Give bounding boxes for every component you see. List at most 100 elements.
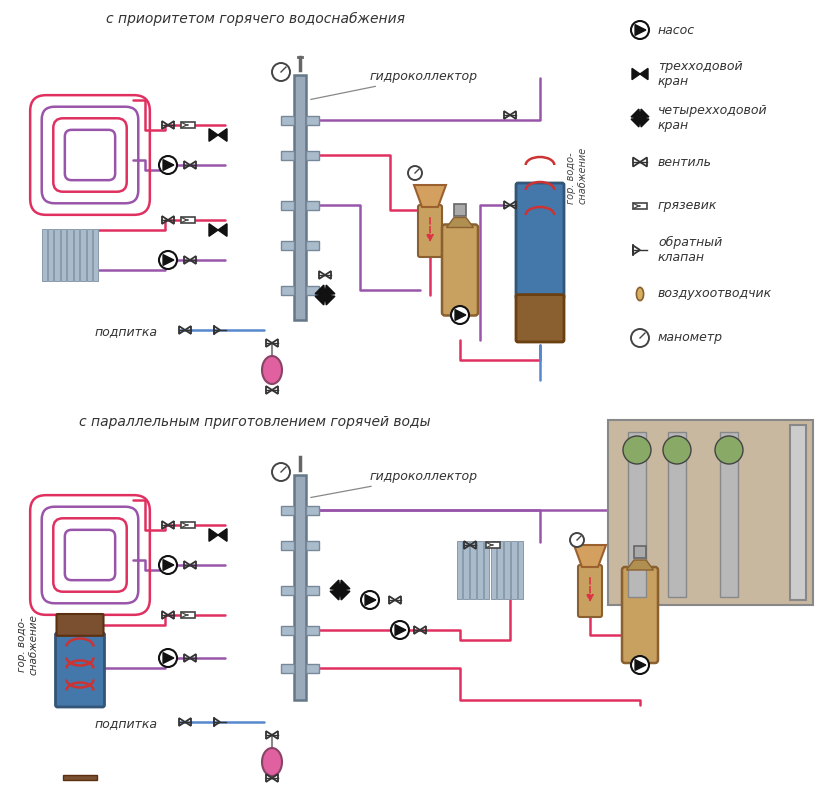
- Polygon shape: [626, 560, 653, 570]
- FancyBboxPatch shape: [56, 633, 104, 707]
- Bar: [281, 586, 294, 594]
- Ellipse shape: [636, 287, 644, 301]
- Polygon shape: [635, 25, 646, 35]
- Text: подпитка: подпитка: [95, 718, 158, 730]
- Bar: [281, 541, 294, 550]
- Text: четырехходовой
кран: четырехходовой кран: [658, 104, 768, 132]
- Polygon shape: [163, 160, 173, 170]
- Circle shape: [361, 591, 379, 609]
- Circle shape: [715, 436, 743, 464]
- Polygon shape: [163, 653, 173, 663]
- Bar: [504, 541, 510, 599]
- Text: подпитка: подпитка: [95, 326, 158, 338]
- Polygon shape: [218, 129, 227, 142]
- Bar: [306, 241, 319, 250]
- Bar: [483, 541, 489, 599]
- Text: манометр: манометр: [658, 331, 723, 345]
- Circle shape: [272, 463, 290, 481]
- Bar: [306, 286, 319, 294]
- Bar: [306, 115, 319, 125]
- Text: гор. водо-
снабжение: гор. водо- снабжение: [17, 614, 39, 675]
- Polygon shape: [209, 529, 218, 542]
- Bar: [306, 150, 319, 159]
- Ellipse shape: [262, 356, 282, 384]
- Circle shape: [159, 251, 177, 269]
- Bar: [54, 229, 60, 281]
- Bar: [61, 229, 67, 281]
- Text: обратный
клапан: обратный клапан: [658, 236, 723, 264]
- FancyBboxPatch shape: [622, 567, 658, 663]
- Bar: [518, 541, 524, 599]
- Bar: [633, 203, 647, 209]
- Bar: [281, 150, 294, 159]
- Circle shape: [663, 436, 691, 464]
- Polygon shape: [218, 529, 227, 542]
- Bar: [281, 663, 294, 673]
- Circle shape: [451, 306, 469, 324]
- Ellipse shape: [262, 748, 282, 776]
- Text: гор. водо-
снабжение: гор. водо- снабжение: [566, 146, 588, 204]
- FancyBboxPatch shape: [442, 225, 478, 315]
- Polygon shape: [218, 224, 227, 236]
- FancyBboxPatch shape: [418, 205, 442, 257]
- Circle shape: [272, 63, 290, 81]
- Polygon shape: [640, 68, 648, 80]
- Polygon shape: [640, 118, 649, 127]
- Bar: [93, 229, 99, 281]
- Bar: [181, 522, 195, 528]
- FancyBboxPatch shape: [516, 183, 564, 298]
- Bar: [306, 506, 319, 514]
- Polygon shape: [632, 68, 640, 80]
- Bar: [491, 541, 496, 599]
- Bar: [281, 201, 294, 210]
- Polygon shape: [330, 590, 340, 600]
- Bar: [456, 541, 462, 599]
- Bar: [306, 586, 319, 594]
- Bar: [42, 229, 47, 281]
- FancyBboxPatch shape: [516, 294, 564, 342]
- FancyBboxPatch shape: [578, 565, 602, 617]
- Circle shape: [408, 166, 422, 180]
- Circle shape: [159, 156, 177, 174]
- Bar: [511, 541, 517, 599]
- Bar: [74, 229, 79, 281]
- Bar: [281, 286, 294, 294]
- Bar: [464, 541, 469, 599]
- Bar: [497, 541, 503, 599]
- Bar: [81, 229, 85, 281]
- Bar: [281, 626, 294, 634]
- Circle shape: [631, 656, 649, 674]
- Circle shape: [391, 621, 409, 639]
- Polygon shape: [325, 285, 335, 295]
- Polygon shape: [209, 224, 218, 236]
- Bar: [294, 75, 306, 320]
- FancyBboxPatch shape: [57, 614, 104, 636]
- Bar: [454, 203, 466, 215]
- Polygon shape: [209, 129, 218, 142]
- Polygon shape: [446, 218, 473, 227]
- Bar: [306, 626, 319, 634]
- Text: грязевик: грязевик: [658, 199, 718, 213]
- Bar: [470, 541, 476, 599]
- Bar: [181, 612, 195, 618]
- Circle shape: [631, 21, 649, 39]
- Bar: [628, 432, 646, 597]
- Circle shape: [570, 533, 584, 547]
- Polygon shape: [325, 295, 335, 305]
- Text: воздухоотводчик: воздухоотводчик: [658, 287, 772, 301]
- Bar: [63, 775, 97, 780]
- Text: с параллельным приготовлением горячей воды: с параллельным приготовлением горячей во…: [79, 415, 431, 429]
- Circle shape: [631, 329, 649, 347]
- Polygon shape: [395, 625, 406, 635]
- Circle shape: [623, 436, 651, 464]
- Polygon shape: [340, 580, 350, 590]
- Bar: [306, 201, 319, 210]
- Circle shape: [159, 649, 177, 667]
- Bar: [281, 241, 294, 250]
- Bar: [181, 217, 195, 223]
- Polygon shape: [315, 285, 325, 295]
- Text: с приоритетом горячего водоснабжения: с приоритетом горячего водоснабжения: [105, 12, 404, 26]
- Bar: [306, 663, 319, 673]
- Polygon shape: [455, 310, 466, 320]
- Text: гидроколлектор: гидроколлектор: [311, 70, 478, 99]
